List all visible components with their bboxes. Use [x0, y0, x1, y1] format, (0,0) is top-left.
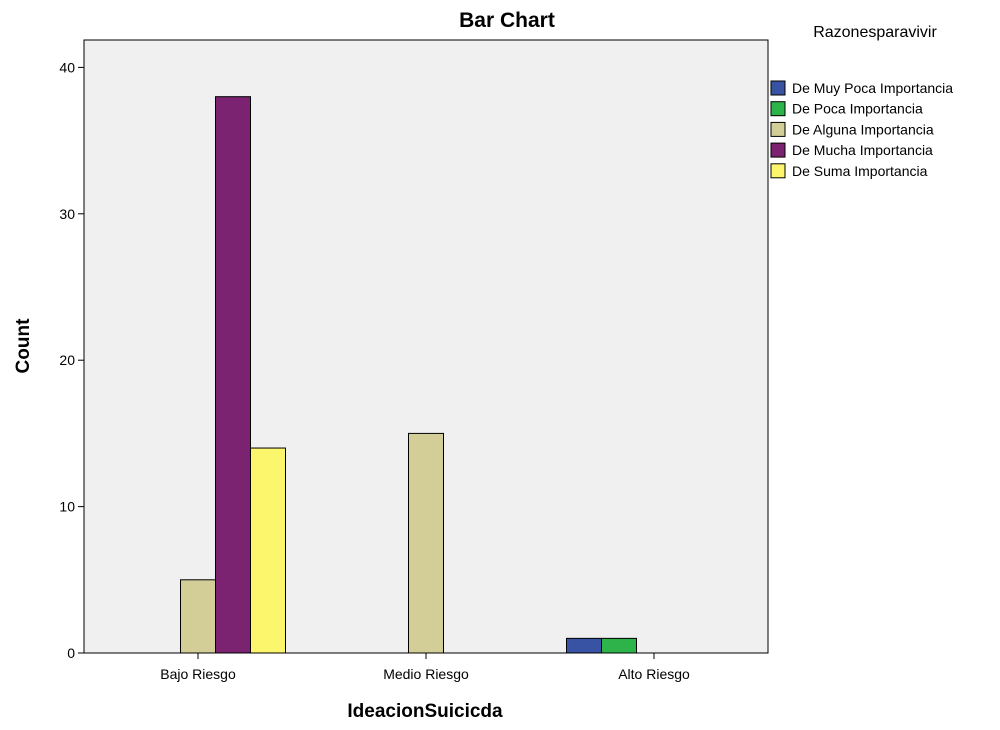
- x-axis-title: IdeacionSuicicda: [347, 701, 503, 722]
- y-axis-title: Count: [13, 318, 34, 374]
- bar: [250, 447, 286, 654]
- x-tick-label: Alto Riesgo: [618, 666, 690, 682]
- legend-label: De Muy Poca Importancia: [792, 80, 953, 96]
- legend-swatch: [770, 142, 786, 158]
- legend-label: De Alguna Importancia: [792, 121, 934, 137]
- x-axis: Bajo Riesgo Medio Riesgo Alto Riesgo: [160, 653, 690, 682]
- legend-swatch: [770, 101, 786, 117]
- y-tick-label: 30: [59, 206, 75, 222]
- legend-swatch: [770, 163, 786, 179]
- y-tick-label: 10: [59, 499, 75, 515]
- legend-swatch: [770, 80, 786, 96]
- y-tick-label: 40: [59, 59, 75, 75]
- y-tick-label: 20: [59, 352, 75, 368]
- chart-title: Bar Chart: [459, 9, 555, 32]
- bar: [566, 637, 602, 654]
- legend-title: Razonesparavivir: [813, 24, 937, 41]
- bar: [180, 579, 216, 654]
- legend-label: De Suma Importancia: [792, 163, 928, 179]
- y-axis: 0 10 20 30 40: [59, 59, 84, 661]
- bar: [215, 96, 251, 654]
- bar: [601, 637, 637, 654]
- bar: [408, 432, 444, 654]
- legend: Razonesparavivir De Muy Poca Importancia…: [770, 24, 953, 179]
- legend-label: De Poca Importancia: [792, 101, 923, 117]
- y-tick-label: 0: [67, 645, 75, 661]
- x-tick-label: Bajo Riesgo: [160, 666, 236, 682]
- legend-swatch: [770, 121, 786, 137]
- legend-label: De Mucha Importancia: [792, 142, 933, 158]
- x-tick-label: Medio Riesgo: [383, 666, 469, 682]
- bars-group: [180, 96, 637, 654]
